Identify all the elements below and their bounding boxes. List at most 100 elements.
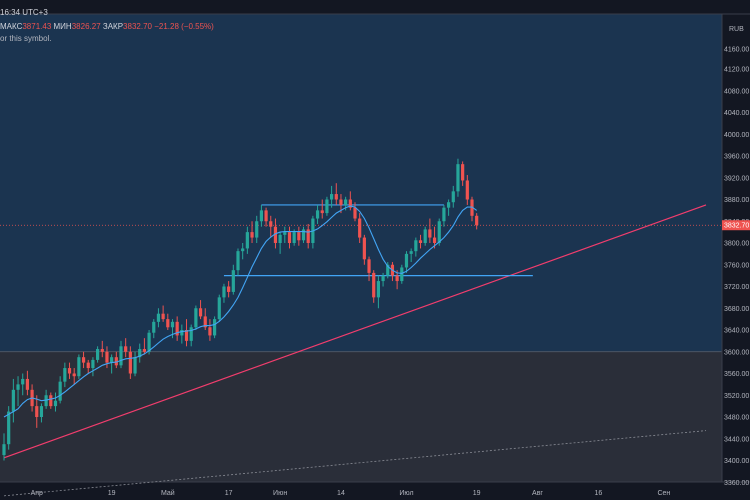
- candle[interactable]: [161, 313, 165, 320]
- candle[interactable]: [2, 444, 6, 456]
- candle[interactable]: [432, 237, 437, 243]
- candle[interactable]: [381, 275, 385, 282]
- candle[interactable]: [250, 232, 254, 238]
- candle[interactable]: [44, 395, 48, 407]
- candle[interactable]: [334, 194, 338, 200]
- candle[interactable]: [245, 232, 249, 249]
- candle[interactable]: [105, 351, 109, 363]
- candle[interactable]: [297, 232, 301, 241]
- candle[interactable]: [278, 234, 282, 243]
- candle[interactable]: [283, 232, 287, 235]
- candle[interactable]: [21, 378, 25, 385]
- candle[interactable]: [404, 253, 409, 268]
- candle[interactable]: [236, 251, 240, 271]
- candle[interactable]: [166, 319, 170, 328]
- candle[interactable]: [152, 321, 156, 333]
- candle[interactable]: [147, 332, 151, 352]
- candle[interactable]: [217, 297, 221, 320]
- candle[interactable]: [91, 359, 95, 369]
- candle[interactable]: [348, 199, 352, 208]
- candle[interactable]: [287, 232, 292, 243]
- candle[interactable]: [7, 411, 11, 445]
- candle[interactable]: [49, 395, 53, 407]
- candle[interactable]: [428, 229, 432, 238]
- candle[interactable]: [175, 321, 179, 336]
- candle[interactable]: [231, 270, 235, 292]
- candle[interactable]: [198, 308, 203, 317]
- candle[interactable]: [301, 229, 306, 241]
- candle[interactable]: [339, 199, 343, 205]
- candle[interactable]: [110, 357, 114, 363]
- candle[interactable]: [203, 316, 207, 328]
- candle[interactable]: [222, 286, 226, 298]
- candle[interactable]: [418, 240, 423, 243]
- trend-line[interactable]: [3, 204, 707, 459]
- candle[interactable]: [58, 381, 62, 401]
- candle[interactable]: [292, 232, 296, 243]
- candle[interactable]: [442, 207, 446, 222]
- candle[interactable]: [180, 330, 184, 336]
- candle[interactable]: [86, 362, 90, 369]
- candle[interactable]: [353, 207, 357, 219]
- candle[interactable]: [447, 202, 451, 208]
- candle[interactable]: [227, 286, 231, 292]
- candle[interactable]: [213, 319, 217, 336]
- candle[interactable]: [255, 221, 259, 238]
- candle[interactable]: [475, 215, 479, 226]
- candle[interactable]: [142, 349, 146, 352]
- candle[interactable]: [72, 373, 76, 377]
- candle[interactable]: [100, 349, 104, 352]
- candle[interactable]: [241, 248, 245, 252]
- candle[interactable]: [273, 226, 278, 243]
- candle[interactable]: [77, 357, 81, 377]
- candle[interactable]: [138, 349, 142, 358]
- candle[interactable]: [358, 218, 362, 238]
- candle[interactable]: [465, 180, 469, 200]
- candle[interactable]: [96, 349, 100, 360]
- candle[interactable]: [39, 406, 44, 417]
- candle[interactable]: [367, 259, 371, 273]
- candle[interactable]: [376, 281, 380, 298]
- candle[interactable]: [119, 346, 123, 366]
- candle[interactable]: [156, 313, 161, 322]
- candle[interactable]: [25, 378, 29, 390]
- candle[interactable]: [437, 221, 441, 243]
- candle[interactable]: [16, 384, 20, 390]
- candle[interactable]: [451, 191, 455, 203]
- candle[interactable]: [456, 164, 460, 192]
- candle[interactable]: [461, 164, 465, 181]
- candle[interactable]: [414, 240, 418, 252]
- candle[interactable]: [63, 368, 67, 382]
- candle[interactable]: [170, 321, 175, 328]
- candle[interactable]: [11, 389, 15, 412]
- candle[interactable]: [208, 327, 212, 336]
- candle[interactable]: [128, 351, 132, 374]
- candle[interactable]: [395, 275, 399, 282]
- candle[interactable]: [386, 264, 390, 276]
- candle[interactable]: [81, 357, 86, 363]
- candle[interactable]: [330, 194, 334, 200]
- candle[interactable]: [362, 237, 366, 260]
- candle[interactable]: [189, 327, 193, 341]
- candle[interactable]: [320, 210, 324, 214]
- candle[interactable]: [344, 199, 348, 205]
- candle[interactable]: [53, 400, 58, 407]
- candle[interactable]: [35, 406, 39, 417]
- candle[interactable]: [194, 308, 198, 328]
- candle[interactable]: [372, 272, 376, 298]
- candle[interactable]: [423, 229, 427, 243]
- candle[interactable]: [264, 210, 268, 222]
- candle[interactable]: [114, 357, 118, 366]
- candle[interactable]: [124, 346, 128, 352]
- candle[interactable]: [400, 267, 404, 282]
- candle[interactable]: [133, 357, 137, 374]
- candle[interactable]: [269, 221, 273, 227]
- candle[interactable]: [409, 251, 413, 254]
- candle[interactable]: [259, 210, 263, 222]
- candle[interactable]: [325, 199, 329, 214]
- candle[interactable]: [306, 229, 310, 243]
- candle[interactable]: [315, 210, 320, 219]
- candle[interactable]: [67, 368, 72, 374]
